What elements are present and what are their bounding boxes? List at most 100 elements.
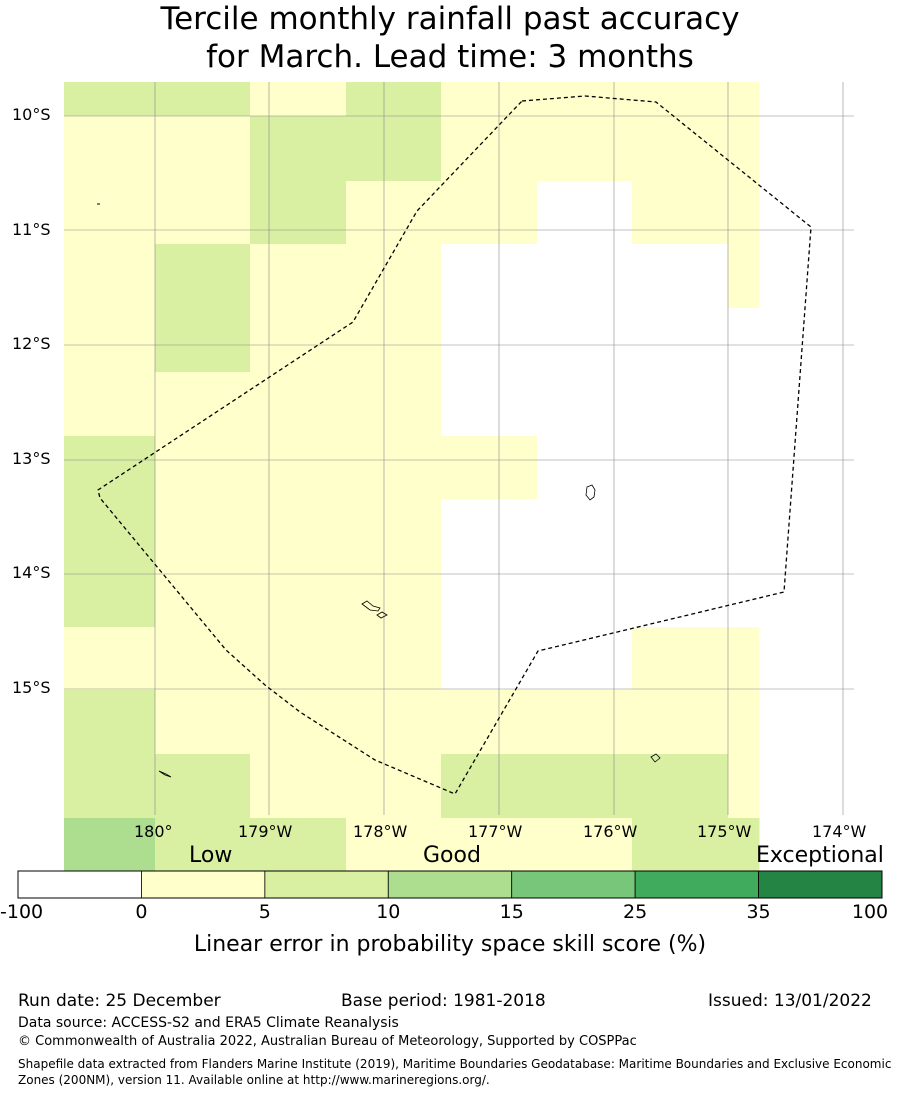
grid-cell bbox=[537, 436, 633, 500]
lat-label-13s: 13°S bbox=[12, 449, 51, 468]
grid-cell bbox=[64, 563, 156, 628]
island-shape bbox=[650, 753, 661, 763]
grid-cell bbox=[155, 82, 251, 117]
grid-cell bbox=[728, 818, 760, 880]
island-shape bbox=[361, 600, 381, 612]
lon-label-179w: 179°W bbox=[238, 822, 293, 841]
lon-label-180: 180° bbox=[134, 822, 173, 841]
colorbar-segment bbox=[511, 870, 636, 899]
grid-cell bbox=[155, 818, 251, 880]
grid-cell bbox=[155, 754, 251, 819]
category-exceptional: Exceptional bbox=[756, 843, 884, 868]
copyright: © Commonwealth of Australia 2022, Austra… bbox=[18, 1034, 637, 1049]
grid-cell bbox=[441, 372, 538, 437]
grid-cell bbox=[728, 627, 760, 691]
grid-cell bbox=[441, 754, 538, 819]
grid-cell bbox=[346, 563, 442, 628]
shapefile-note-2: Zones (200NM), version 11. Available onl… bbox=[18, 1073, 490, 1087]
lon-label-177w: 177°W bbox=[468, 822, 523, 841]
colorbar-segment bbox=[634, 870, 759, 899]
grid-cell bbox=[346, 818, 442, 880]
colorbar-label: Linear error in probability space skill … bbox=[193, 932, 707, 957]
grid-cell bbox=[250, 82, 347, 117]
grid-cell bbox=[728, 690, 760, 755]
lon-label-178w: 178°W bbox=[353, 822, 408, 841]
grid-cell bbox=[64, 181, 156, 245]
grid-cell bbox=[250, 308, 347, 373]
grid-cell bbox=[632, 499, 729, 564]
colorbar-tick-label: 0 bbox=[135, 901, 148, 923]
grid-cell bbox=[250, 627, 347, 691]
grid-cell bbox=[155, 627, 251, 691]
lon-label-174w: 174°W bbox=[812, 822, 867, 841]
graticule bbox=[64, 82, 854, 815]
grid-cell bbox=[632, 690, 729, 755]
grid-cell bbox=[346, 244, 442, 309]
shapefile-note-1: Shapefile data extracted from Flanders M… bbox=[18, 1057, 892, 1071]
colorbar-segment bbox=[264, 870, 389, 899]
colorbar-segment bbox=[141, 870, 266, 899]
grid-cell bbox=[728, 181, 760, 245]
lon-label-176w: 176°W bbox=[583, 822, 638, 841]
grid-cell bbox=[346, 181, 442, 245]
grid-cell bbox=[537, 627, 633, 691]
colorbar-segment bbox=[17, 870, 142, 899]
grid-cell bbox=[441, 308, 538, 373]
grid-cell bbox=[632, 116, 729, 182]
grid-cell bbox=[64, 499, 156, 564]
grid-cell bbox=[632, 244, 729, 309]
grid-cell bbox=[728, 754, 760, 819]
grid-cell bbox=[346, 754, 442, 819]
grid-cell bbox=[346, 372, 442, 437]
colorbar-frame bbox=[17, 870, 883, 899]
issued-date: Issued: 13/01/2022 bbox=[708, 991, 872, 1011]
grid-cell bbox=[632, 372, 729, 437]
grid-cell bbox=[632, 436, 729, 500]
colorbar bbox=[17, 870, 883, 899]
grid-cell bbox=[250, 244, 347, 309]
grid-cell bbox=[728, 563, 760, 628]
grid-cell bbox=[537, 818, 633, 880]
colorbar-tick-label: 5 bbox=[258, 901, 271, 923]
colorbar-tick-label: 10 bbox=[376, 901, 401, 923]
grid-cell bbox=[250, 436, 347, 500]
grid-cell bbox=[155, 244, 251, 309]
grid-cell bbox=[250, 754, 347, 819]
grid-cell bbox=[155, 372, 251, 437]
grid-cell bbox=[537, 563, 633, 628]
lat-label-15s: 15°S bbox=[12, 678, 51, 697]
grid-cell bbox=[155, 563, 251, 628]
island-shape bbox=[585, 484, 596, 501]
grid-cell bbox=[632, 308, 729, 373]
grid-cell bbox=[346, 436, 442, 500]
grid-cell bbox=[64, 308, 156, 373]
grid-cell bbox=[250, 372, 347, 437]
lat-label-10s: 10°S bbox=[12, 105, 51, 124]
grid-cell bbox=[728, 82, 760, 117]
category-good: Good bbox=[423, 843, 481, 868]
grid-cell bbox=[64, 754, 156, 819]
grid-cell bbox=[155, 181, 251, 245]
grid-cell bbox=[441, 627, 538, 691]
grid-cell bbox=[346, 627, 442, 691]
grid-cell bbox=[346, 116, 442, 182]
eez-boundary bbox=[97, 95, 812, 795]
grid-cell bbox=[728, 308, 760, 373]
grid-cell bbox=[632, 627, 729, 691]
colorbar-tick-label: 35 bbox=[746, 901, 771, 923]
grid-cell bbox=[441, 244, 538, 309]
grid-cell bbox=[250, 499, 347, 564]
lon-label-175w: 175°W bbox=[697, 822, 752, 841]
island-shape bbox=[376, 611, 388, 619]
grid-cell bbox=[441, 82, 538, 117]
grid-cell bbox=[537, 181, 633, 245]
grid-cell bbox=[250, 181, 347, 245]
lat-label-12s: 12°S bbox=[12, 334, 51, 353]
grid-cell bbox=[632, 563, 729, 628]
grid-cell bbox=[728, 436, 760, 500]
grid-cell bbox=[155, 116, 251, 182]
colorbar-tick-label: 100 bbox=[851, 901, 889, 923]
grid-cell bbox=[632, 82, 729, 117]
grid-cell bbox=[64, 82, 156, 117]
